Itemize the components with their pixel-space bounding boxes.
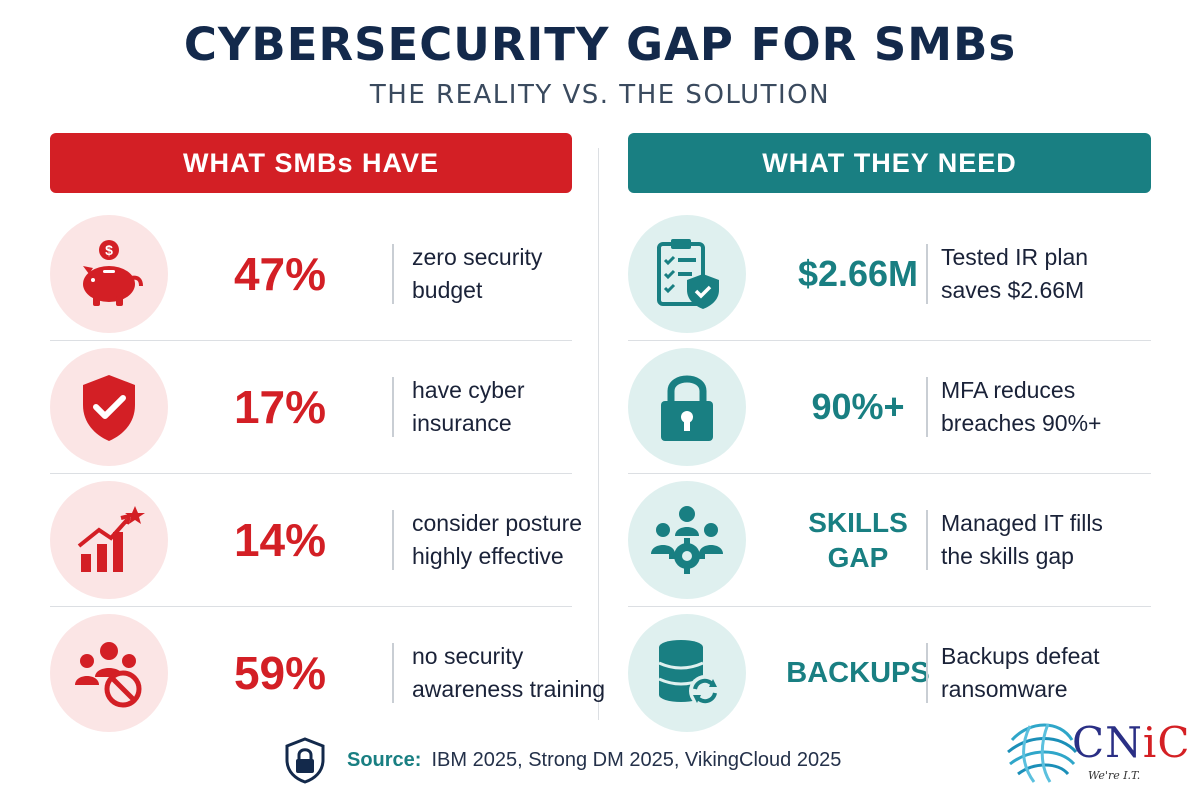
source-footer: Source: IBM 2025, Strong DM 2025, Viking…: [283, 735, 841, 785]
stat-description: have cyber insurance: [412, 376, 525, 436]
shield-check-icon: [50, 348, 168, 466]
solution-row-backups: BACKUPS Backups defeat ransomware: [628, 607, 1151, 739]
right-column-heading: WHAT THEY NEED: [628, 133, 1151, 193]
row-divider: [926, 377, 928, 437]
source-text: IBM 2025, Strong DM 2025, VikingCloud 20…: [431, 748, 842, 771]
row-separator: [50, 606, 572, 607]
row-divider: [926, 643, 928, 703]
team-gear-icon: [628, 481, 746, 599]
left-column-heading: WHAT SMBs HAVE: [50, 133, 572, 193]
solution-row-mfa: 90%+ MFA reduces breaches 90%+: [628, 341, 1151, 473]
solution-description: Backups defeat ransomware: [941, 642, 1100, 702]
row-separator: [628, 606, 1151, 607]
row-divider: [392, 377, 394, 437]
shield-lock-icon: [285, 737, 325, 784]
row-separator: [50, 473, 572, 474]
stat-description: no security awareness training: [412, 642, 606, 702]
row-separator: [628, 340, 1151, 341]
row-divider: [392, 643, 394, 703]
stat-description: zero security budget: [412, 243, 543, 303]
svg-text:$: $: [105, 242, 113, 258]
row-divider: [392, 244, 394, 304]
solution-row-ir-plan: $2.66M Tested IR plan saves $2.66M: [628, 208, 1151, 340]
piggy-bank-icon: $: [50, 215, 168, 333]
row-divider: [926, 244, 928, 304]
stat-value: 47%: [233, 248, 327, 300]
solution-value: 90%+: [811, 386, 905, 427]
solution-value: BACKUPS: [786, 656, 930, 689]
stat-row-training: 59% no security awareness training: [50, 607, 605, 739]
row-divider: [392, 510, 394, 570]
solution-description: Managed IT fills the skills gap: [941, 509, 1103, 569]
people-prohibited-icon: [50, 614, 168, 732]
stat-value: 59%: [233, 647, 327, 699]
right-column: WHAT THEY NEED $2.66M Tested IR plan save…: [628, 133, 1151, 732]
globe-logo-icon: [1007, 723, 1078, 783]
stat-value: 17%: [233, 381, 327, 433]
page-subtitle: THE REALITY VS. THE SOLUTION: [369, 80, 831, 110]
logo-wordmark: CNiC: [1072, 718, 1191, 767]
solution-row-managed-it: SKILLS GAP Managed IT fills the skills gap: [628, 474, 1151, 606]
growth-chart-star-icon: [50, 481, 168, 599]
padlock-icon: [628, 348, 746, 466]
solution-description: MFA reduces breaches 90%+: [941, 376, 1102, 436]
stat-row-posture: 14% consider posture highly effective: [50, 474, 582, 606]
source-label: Source:: [347, 748, 422, 771]
solution-value: $2.66M: [797, 253, 919, 294]
stat-value: 14%: [233, 514, 327, 566]
column-divider: [598, 148, 599, 720]
page-title: CYBERSECURITY GAP FOR SMBs: [183, 18, 1017, 71]
database-sync-icon: [628, 614, 746, 732]
solution-value: SKILLS GAP: [808, 507, 908, 573]
solution-description: Tested IR plan saves $2.66M: [941, 243, 1089, 303]
logo-tagline: We're I.T.: [1088, 769, 1141, 782]
stat-row-insurance: 17% have cyber insurance: [50, 341, 572, 473]
stat-row-budget: $ 47% zero security budget: [50, 208, 572, 340]
row-divider: [926, 510, 928, 570]
stat-description: consider posture highly effective: [412, 509, 583, 569]
row-separator: [50, 340, 572, 341]
left-column: WHAT SMBs HAVE $ 47% zero security budget: [50, 133, 605, 732]
clipboard-shield-icon: [628, 215, 746, 333]
row-separator: [628, 473, 1151, 474]
